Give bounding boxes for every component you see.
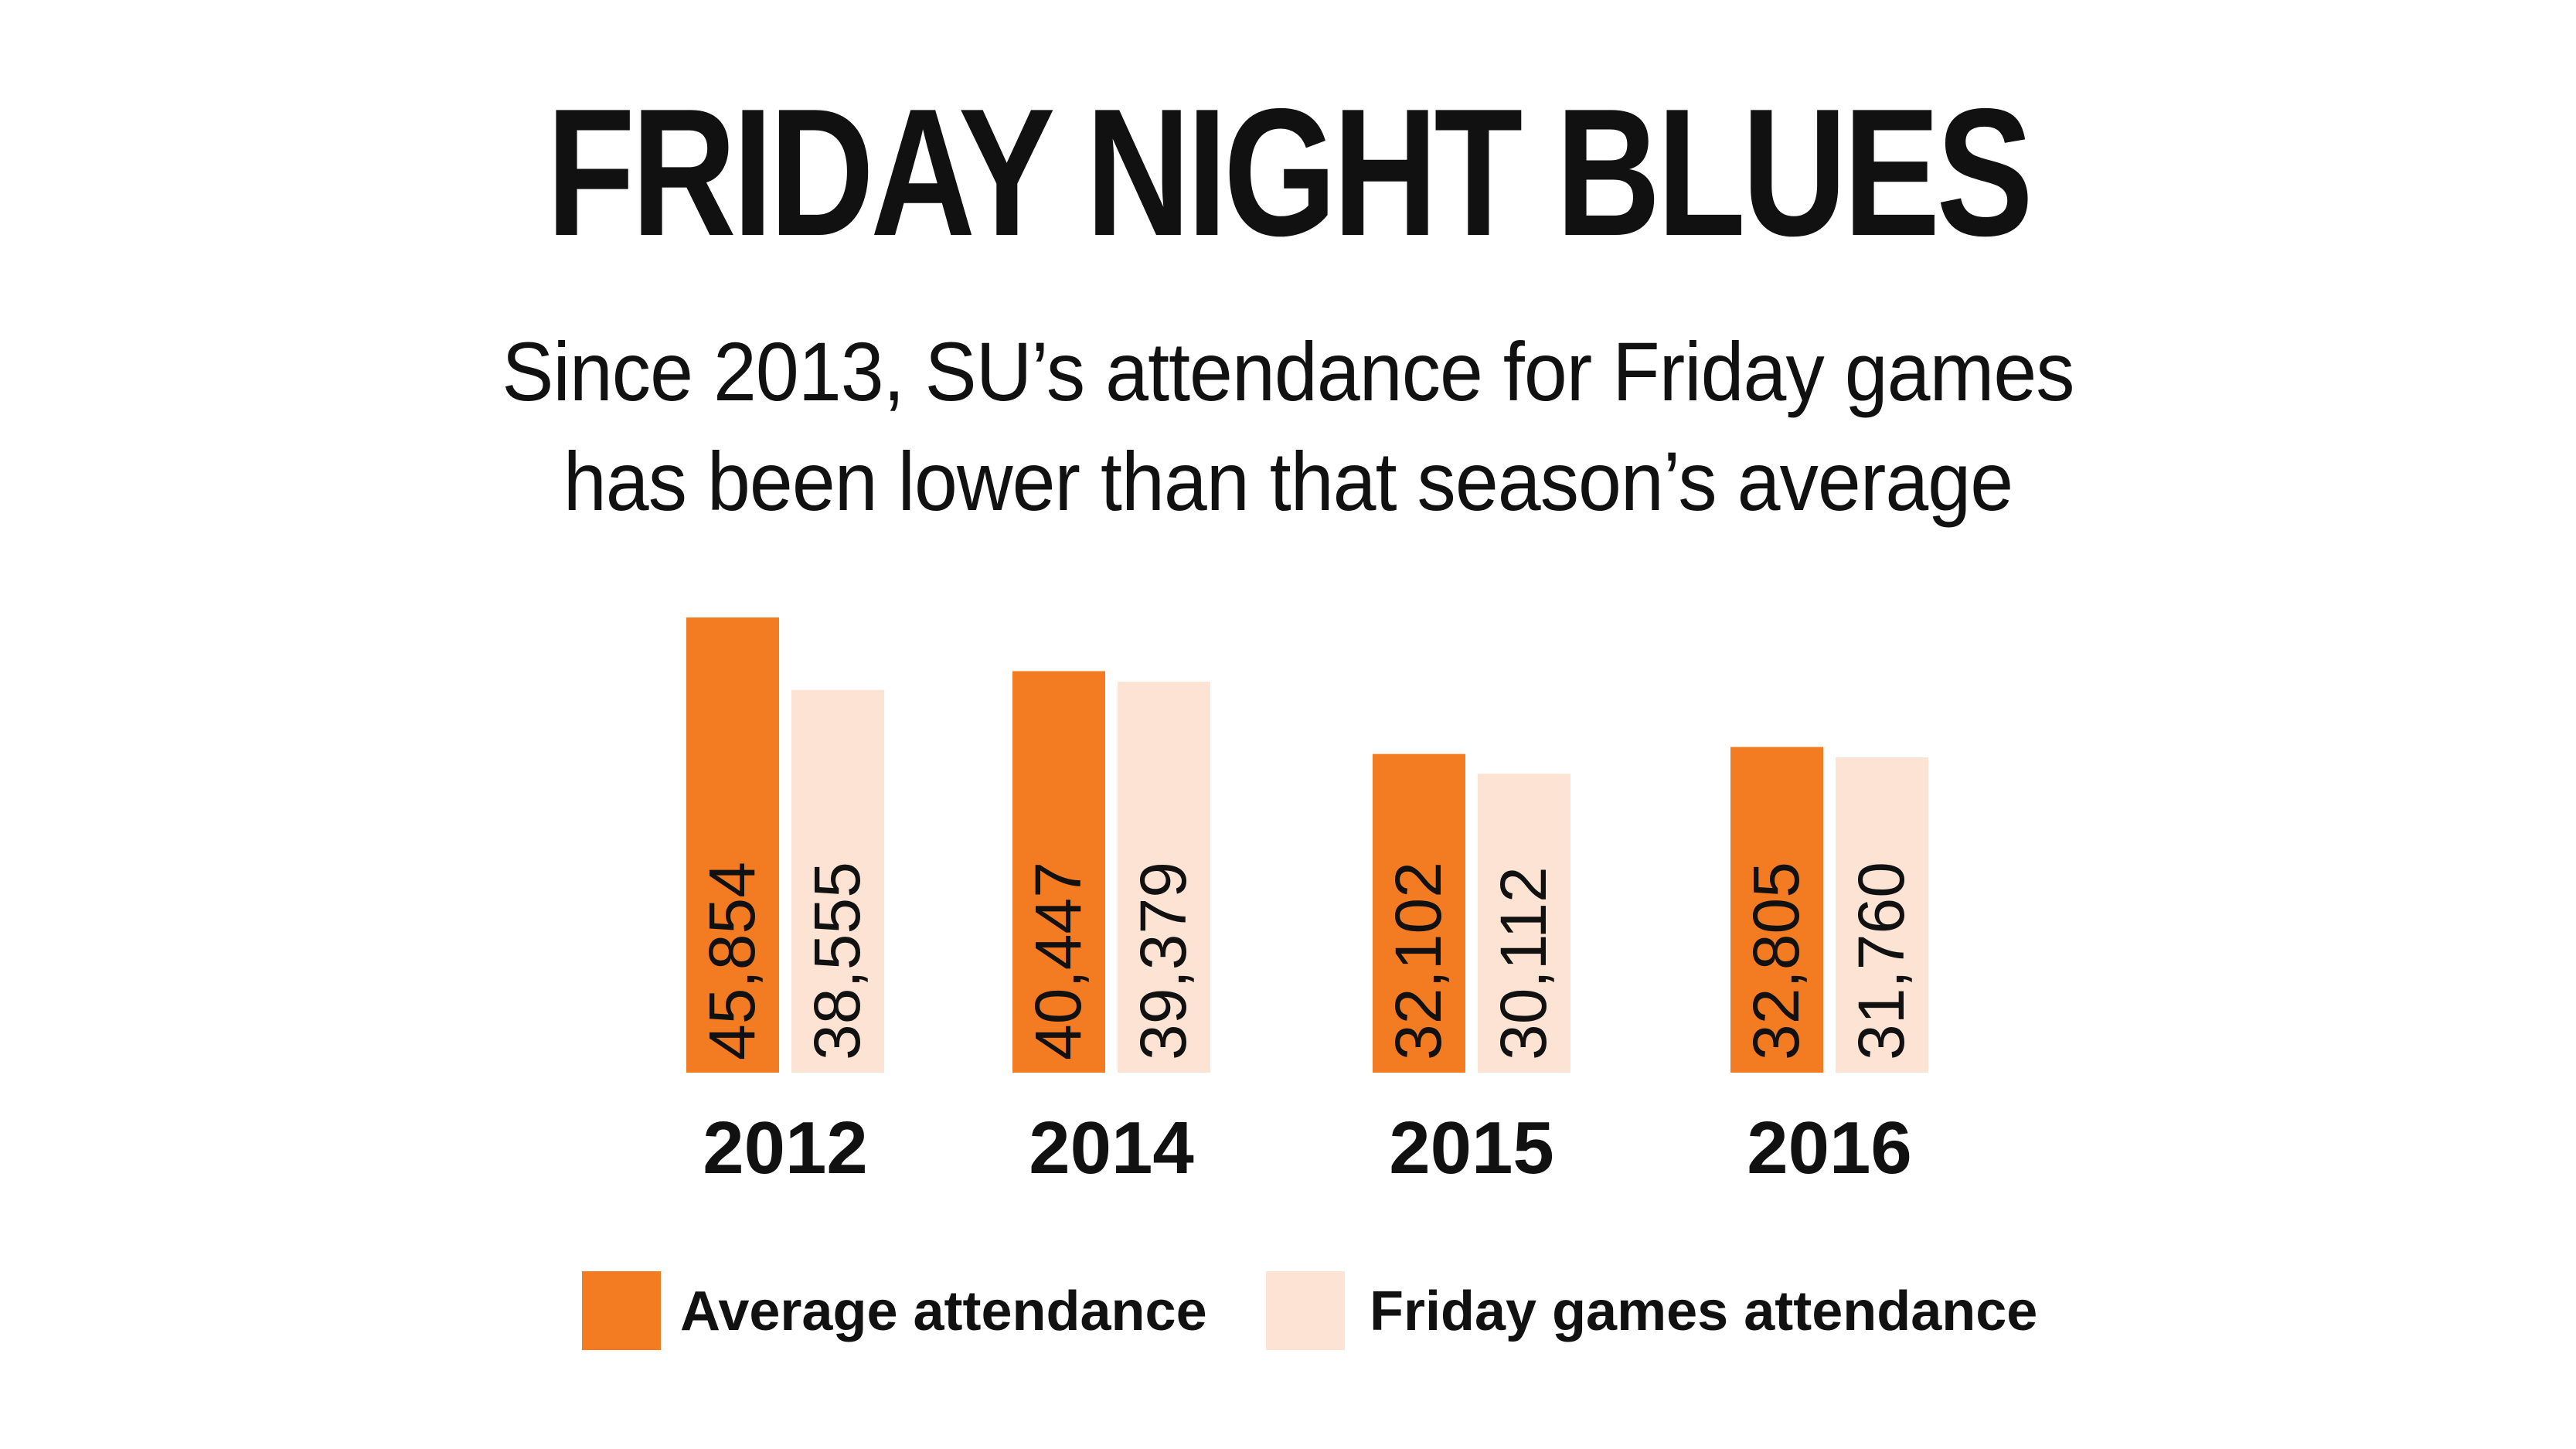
bar-friday-2015 xyxy=(1478,774,1570,1073)
year-label-2014: 2014 xyxy=(1029,1107,1194,1189)
data-label-friday-2012: 38,555 xyxy=(801,862,873,1060)
legend-label-friday: Friday games attendance xyxy=(1370,1281,2037,1342)
bar-average-2016 xyxy=(1730,747,1823,1073)
bar-average-2012 xyxy=(686,617,779,1073)
bars-group: 45,854 38,555 40,447 39,379 32,102 30,112 32,8… xyxy=(686,617,1928,1073)
data-label-average-2014: 40,447 xyxy=(1022,862,1094,1060)
data-label-average-2015: 32,102 xyxy=(1382,862,1455,1060)
legend-swatch-average xyxy=(582,1271,661,1350)
bar-average-2014 xyxy=(1012,671,1105,1073)
data-label-average-2012: 45,854 xyxy=(696,862,768,1060)
data-label-average-2016: 32,805 xyxy=(1740,862,1812,1060)
data-label-friday-2014: 39,379 xyxy=(1127,862,1200,1060)
subtitle-line-2: has been lower than that season’s averag… xyxy=(563,434,2013,528)
legend: Average attendance Friday games attendanc… xyxy=(582,1271,2037,1350)
chart-title: FRIDAY NIGHT BLUES xyxy=(546,70,2033,274)
year-label-2016: 2016 xyxy=(1747,1107,1912,1189)
year-labels-group: 2012 2014 2015 2016 xyxy=(703,1107,1912,1189)
legend-label-average: Average attendance xyxy=(680,1281,1207,1342)
year-label-2015: 2015 xyxy=(1389,1107,1554,1189)
data-label-friday-2016: 31,760 xyxy=(1845,862,1918,1060)
bar-average-2015 xyxy=(1373,753,1465,1073)
chart-subtitle: Since 2013, SU’s attendance for Friday g… xyxy=(90,317,2486,536)
bar-friday-2014 xyxy=(1118,682,1210,1073)
bar-friday-2012 xyxy=(791,689,884,1073)
year-label-2012: 2012 xyxy=(703,1107,868,1189)
data-label-friday-2015: 30,112 xyxy=(1487,866,1560,1060)
subtitle-line-1: Since 2013, SU’s attendance for Friday g… xyxy=(502,325,2074,418)
legend-swatch-friday xyxy=(1266,1271,1345,1350)
bar-friday-2016 xyxy=(1836,757,1928,1073)
